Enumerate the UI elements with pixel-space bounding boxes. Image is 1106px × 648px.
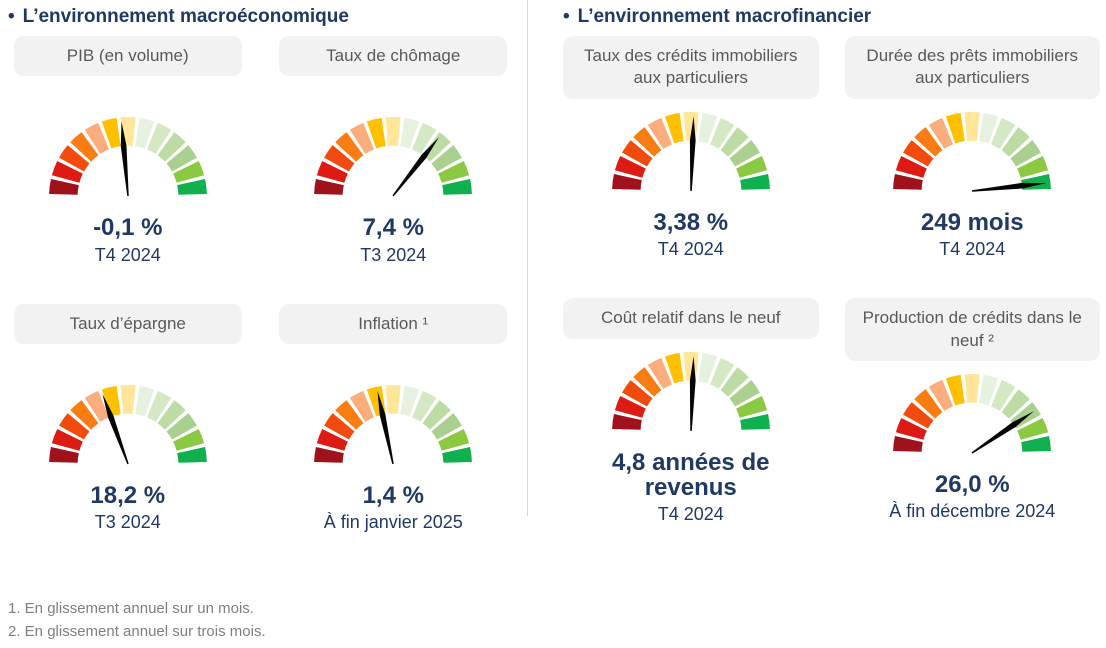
section-title-text: L’environnement macrofinancier xyxy=(577,6,872,27)
gauge-value: 26,0 % xyxy=(934,470,1010,498)
gauge-label: Taux des crédits immobiliers aux particu… xyxy=(563,36,819,99)
gauge-period: T3 2024 xyxy=(360,244,427,265)
gauge-card-cout-relatif: Coût relatif dans le neuf 4,8 années de … xyxy=(563,298,819,525)
footnote-1: 1. En glissement annuel sur un mois. xyxy=(8,600,254,617)
section-title-text: L’environnement macroéconomique xyxy=(22,6,349,27)
gauge-dial xyxy=(309,380,477,469)
gauge-card-taux-credits: Taux des crédits immobiliers aux particu… xyxy=(563,36,819,260)
footnote-2: 2. En glissement annuel sur trois mois. xyxy=(8,623,266,641)
section-title-macroeconomique: • L’environnement macroéconomique xyxy=(8,6,513,28)
gauge-card-epargne: Taux d’épargne 18,2 % T3 2024 xyxy=(8,303,248,534)
section-macroeconomique: • L’environnement macroéconomique PIB (e… xyxy=(0,0,527,533)
gauge-card-chomage: Taux de chômage 7,4 % T3 2024 xyxy=(274,36,514,266)
gauge-label: Taux d’épargne xyxy=(13,303,242,345)
gauge-grid-right: Taux des crédits immobiliers aux particu… xyxy=(563,36,1100,525)
gauge-dial xyxy=(888,369,1056,458)
gauge-label: Durée des prêts immobiliers aux particul… xyxy=(844,36,1100,99)
gauge-value: -0,1 % xyxy=(93,214,163,242)
gauge-dial xyxy=(607,347,775,436)
gauge-value: 3,38 % xyxy=(653,208,729,236)
gauge-card-inflation: Inflation ¹ 1,4 % À fin janvier 2025 xyxy=(274,303,514,534)
gauge-dial xyxy=(309,112,477,201)
section-divider xyxy=(527,0,528,516)
gauge-period: À fin décembre 2024 xyxy=(889,501,1056,522)
gauge-label: Taux de chômage xyxy=(279,36,508,77)
gauge-label: Production de crédits dans le neuf ² xyxy=(844,298,1100,361)
gauge-period: T4 2024 xyxy=(657,239,724,260)
bullet-icon: • xyxy=(563,6,570,27)
gauge-period: À fin janvier 2025 xyxy=(323,512,463,533)
gauge-card-pib: PIB (en volume) -0,1 % T4 2024 xyxy=(8,36,248,266)
gauge-label: Coût relatif dans le neuf xyxy=(563,298,819,339)
gauge-dial xyxy=(44,112,212,201)
gauge-value: 18,2 % xyxy=(90,482,166,510)
gauge-period: T4 2024 xyxy=(657,503,724,524)
gauge-card-production-credits: Production de crédits dans le neuf ² 26,… xyxy=(844,298,1100,522)
gauge-label: Inflation ¹ xyxy=(279,303,508,345)
section-title-macrofinancier: • L’environnement macrofinancier xyxy=(563,6,1100,28)
bullet-icon: • xyxy=(8,6,15,27)
dashboard: • L’environnement macroéconomique PIB (e… xyxy=(0,0,1106,533)
gauge-value: 7,4 % xyxy=(362,214,424,242)
gauge-label: PIB (en volume) xyxy=(13,36,242,77)
gauge-dial xyxy=(888,107,1056,196)
gauge-dial xyxy=(607,107,775,196)
section-macrofinancier: • L’environnement macrofinancier Taux de… xyxy=(527,0,1106,533)
gauge-period: T4 2024 xyxy=(94,244,161,265)
gauge-value: 4,8 années de revenus xyxy=(612,448,770,501)
gauge-period: T3 2024 xyxy=(94,512,161,533)
gauge-grid-left: PIB (en volume) -0,1 % T4 2024 Taux de c… xyxy=(8,36,513,533)
gauge-dial xyxy=(44,380,212,469)
gauge-value: 1,4 % xyxy=(362,482,424,510)
gauge-value: 249 mois xyxy=(920,208,1024,236)
gauge-period: T4 2024 xyxy=(939,239,1006,260)
footnotes: 1. En glissement annuel sur un mois. 2. … xyxy=(8,597,266,644)
gauge-card-duree-prets: Durée des prêts immobiliers aux particul… xyxy=(844,36,1100,260)
